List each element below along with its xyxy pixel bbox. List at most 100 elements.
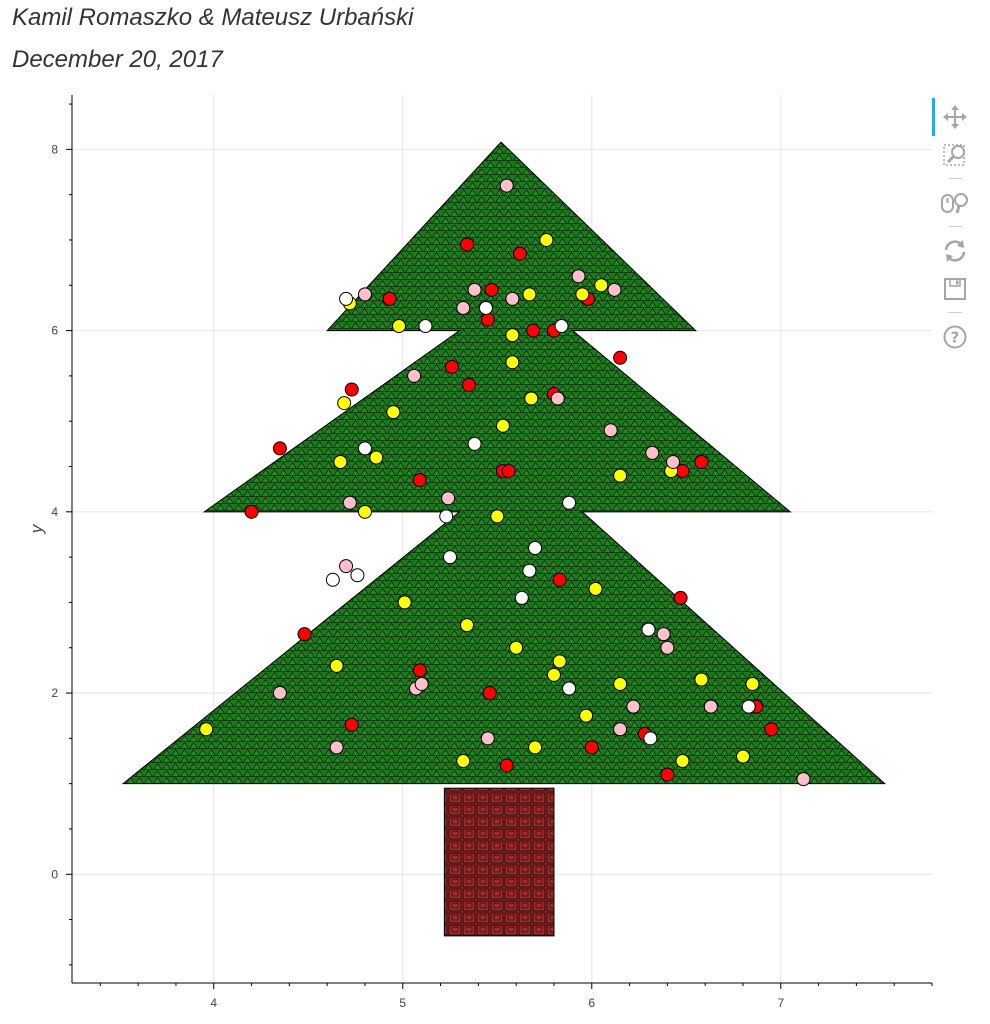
ornament-point	[588, 581, 603, 596]
ornament-point	[461, 377, 476, 392]
ornament-point	[418, 319, 433, 334]
ornament-point	[501, 464, 516, 479]
pan-icon	[943, 105, 967, 129]
x-tick-label: 7	[777, 996, 784, 1010]
ornament-point	[441, 491, 456, 506]
ornament-point	[546, 667, 561, 682]
ornament-point	[478, 300, 493, 315]
ornament-point	[490, 509, 505, 524]
toolbar-divider	[948, 178, 962, 179]
ornament-point	[703, 699, 718, 714]
ornament-point	[673, 590, 688, 605]
wheel-zoom-icon	[941, 193, 968, 214]
ornament-point	[528, 740, 543, 755]
ornament-point	[357, 441, 372, 456]
ornament-point	[460, 237, 475, 252]
ornament-point	[575, 287, 590, 302]
ornament-point	[244, 504, 259, 519]
ornament-point	[444, 359, 459, 374]
ornament-point	[484, 282, 499, 297]
y-tick-label: 4	[51, 505, 58, 519]
ornament-point	[594, 278, 609, 293]
ornament-point	[509, 640, 524, 655]
save-icon	[944, 278, 966, 300]
svg-text:?: ?	[951, 329, 960, 347]
ornament-point	[539, 232, 554, 247]
ornament-point	[641, 622, 656, 637]
ornament-point	[467, 282, 482, 297]
chart-title-line-2: December 20, 2017	[12, 46, 223, 73]
ornament-point	[528, 541, 543, 556]
ornament-point	[694, 672, 709, 687]
ornament-point	[571, 269, 586, 284]
ornament-point	[499, 178, 514, 193]
ornament-point	[369, 450, 384, 465]
ornament-point	[357, 504, 372, 519]
ornament-point	[505, 355, 520, 370]
toolbar-divider	[948, 312, 962, 313]
ornament-point	[337, 396, 352, 411]
ornament-point	[694, 454, 709, 469]
chart-title-line-1: Kamil Romaszko & Mateusz Urbański	[12, 4, 414, 31]
ornament-point	[495, 418, 510, 433]
ornament-point	[735, 749, 750, 764]
pan-tool-button[interactable]	[932, 98, 978, 136]
y-tick-label: 0	[51, 867, 58, 881]
reset-tool-button[interactable]	[932, 232, 978, 270]
ornament-point	[386, 405, 401, 420]
ornament-point	[443, 550, 458, 565]
ornament-point	[562, 495, 577, 510]
box-zoom-tool-button[interactable]	[932, 136, 978, 174]
ornament-points	[199, 178, 811, 787]
ornament-point	[342, 495, 357, 510]
ornament-point	[607, 282, 622, 297]
ornament-point	[554, 319, 569, 334]
reset-icon	[944, 240, 966, 262]
ornament-point	[512, 246, 527, 261]
tree	[121, 141, 887, 937]
wheel-zoom-tool-button[interactable]	[932, 184, 978, 222]
save-tool-button[interactable]	[932, 270, 978, 308]
ornament-point	[467, 436, 482, 451]
ornament-point	[660, 767, 675, 782]
toolbar-divider	[948, 226, 962, 227]
help-tool-button[interactable]: ?	[932, 318, 978, 356]
ornament-point	[666, 454, 681, 469]
ornament-point	[562, 681, 577, 696]
ornament-point	[456, 754, 471, 768]
ornament-point	[397, 595, 412, 610]
ornament-point	[272, 441, 287, 456]
ornament-point	[656, 627, 671, 642]
ornament-point	[645, 445, 660, 460]
ornament-point	[613, 722, 628, 737]
ornament-point	[505, 291, 520, 306]
ornament-point	[579, 708, 594, 723]
x-tick-label: 6	[588, 996, 595, 1010]
ornament-point	[514, 590, 529, 605]
ornament-point	[339, 291, 354, 306]
ornament-point	[584, 740, 599, 755]
ornament-point	[552, 572, 567, 587]
ornament-point	[796, 772, 811, 787]
ornament-point	[675, 754, 690, 768]
ornament-point	[482, 686, 497, 701]
ornament-point	[764, 722, 779, 737]
ornament-point	[613, 350, 628, 365]
ornament-point	[505, 328, 520, 343]
ornament-point	[480, 731, 495, 746]
ornament-point	[407, 368, 422, 383]
ornament-point	[412, 663, 427, 678]
y-tick-label: 2	[51, 686, 58, 700]
ornament-point	[522, 563, 537, 578]
ornament-point	[522, 287, 537, 302]
ornament-point	[414, 676, 429, 691]
ornament-point	[550, 391, 565, 406]
ornament-point	[382, 291, 397, 306]
ornament-point	[745, 676, 760, 691]
y-tick-label: 8	[51, 142, 58, 156]
ornament-point	[391, 319, 406, 334]
active-tool-indicator	[932, 98, 935, 136]
ornament-point	[613, 468, 628, 483]
ornament-point	[460, 618, 475, 633]
